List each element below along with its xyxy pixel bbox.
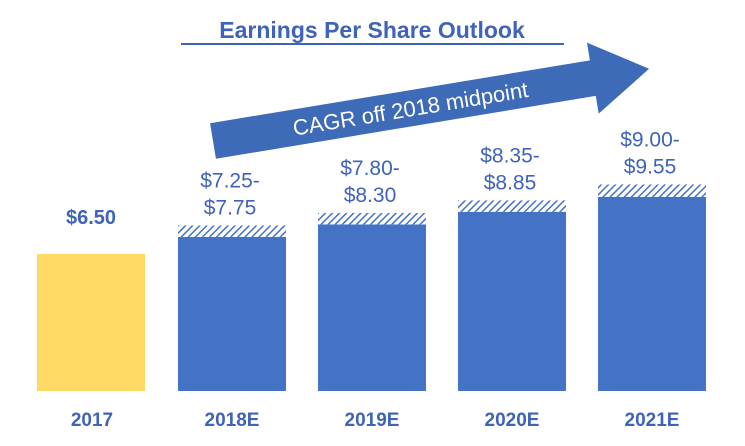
x-tick-2017: 2017 [71, 410, 113, 431]
data-label-2017: $6.50 [66, 207, 116, 229]
bar-2018E-low [178, 236, 286, 391]
data-label-2018E: $7.25- $7.75 [200, 170, 260, 220]
data-label-2019E-line-1: $7.80- [340, 157, 400, 180]
bar-2020E-low [458, 211, 566, 391]
bar-2021E-range [598, 184, 706, 197]
x-tick-2019E: 2019E [345, 410, 400, 431]
x-tick-2018E: 2018E [205, 410, 260, 431]
bar-series [37, 184, 706, 391]
data-label-2018E-line-1: $7.25- [200, 170, 260, 193]
data-label-2021E-line-1: $9.00- [620, 128, 680, 151]
cagr-arrow-shape [210, 42, 650, 159]
bar-2020E-range [458, 200, 566, 212]
data-label-2021E-line-2: $9.55 [624, 155, 677, 178]
x-tick-2021E: 2021E [625, 410, 680, 431]
chart-title: Earnings Per Share Outlook [219, 17, 525, 43]
data-labels: $6.50 $7.25- $7.75 $7.80- $8.30 $8.35- $8.85 $9… [66, 128, 680, 229]
data-label-2020E-line-2: $8.85 [484, 171, 537, 194]
x-tick-2020E: 2020E [485, 410, 540, 431]
bar-2019E-low [318, 224, 426, 391]
data-label-2019E-line-2: $8.30 [344, 184, 397, 207]
x-axis-tick-labels: 2017 2018E 2019E 2020E 2021E [71, 410, 680, 431]
data-label-2021E: $9.00- $9.55 [620, 128, 680, 178]
bar-2019E-range [318, 212, 426, 225]
bar-2018E-range [178, 225, 286, 237]
cagr-arrow: CAGR off 2018 midpoint [210, 42, 650, 159]
data-label-2018E-line-2: $7.75 [204, 197, 257, 220]
data-label-2019E: $7.80- $8.30 [340, 157, 400, 207]
bar-2017 [37, 254, 145, 391]
data-label-2020E: $8.35- $8.85 [480, 144, 540, 194]
bar-2021E-low [598, 197, 706, 391]
data-label-2020E-line-1: $8.35- [480, 144, 540, 167]
